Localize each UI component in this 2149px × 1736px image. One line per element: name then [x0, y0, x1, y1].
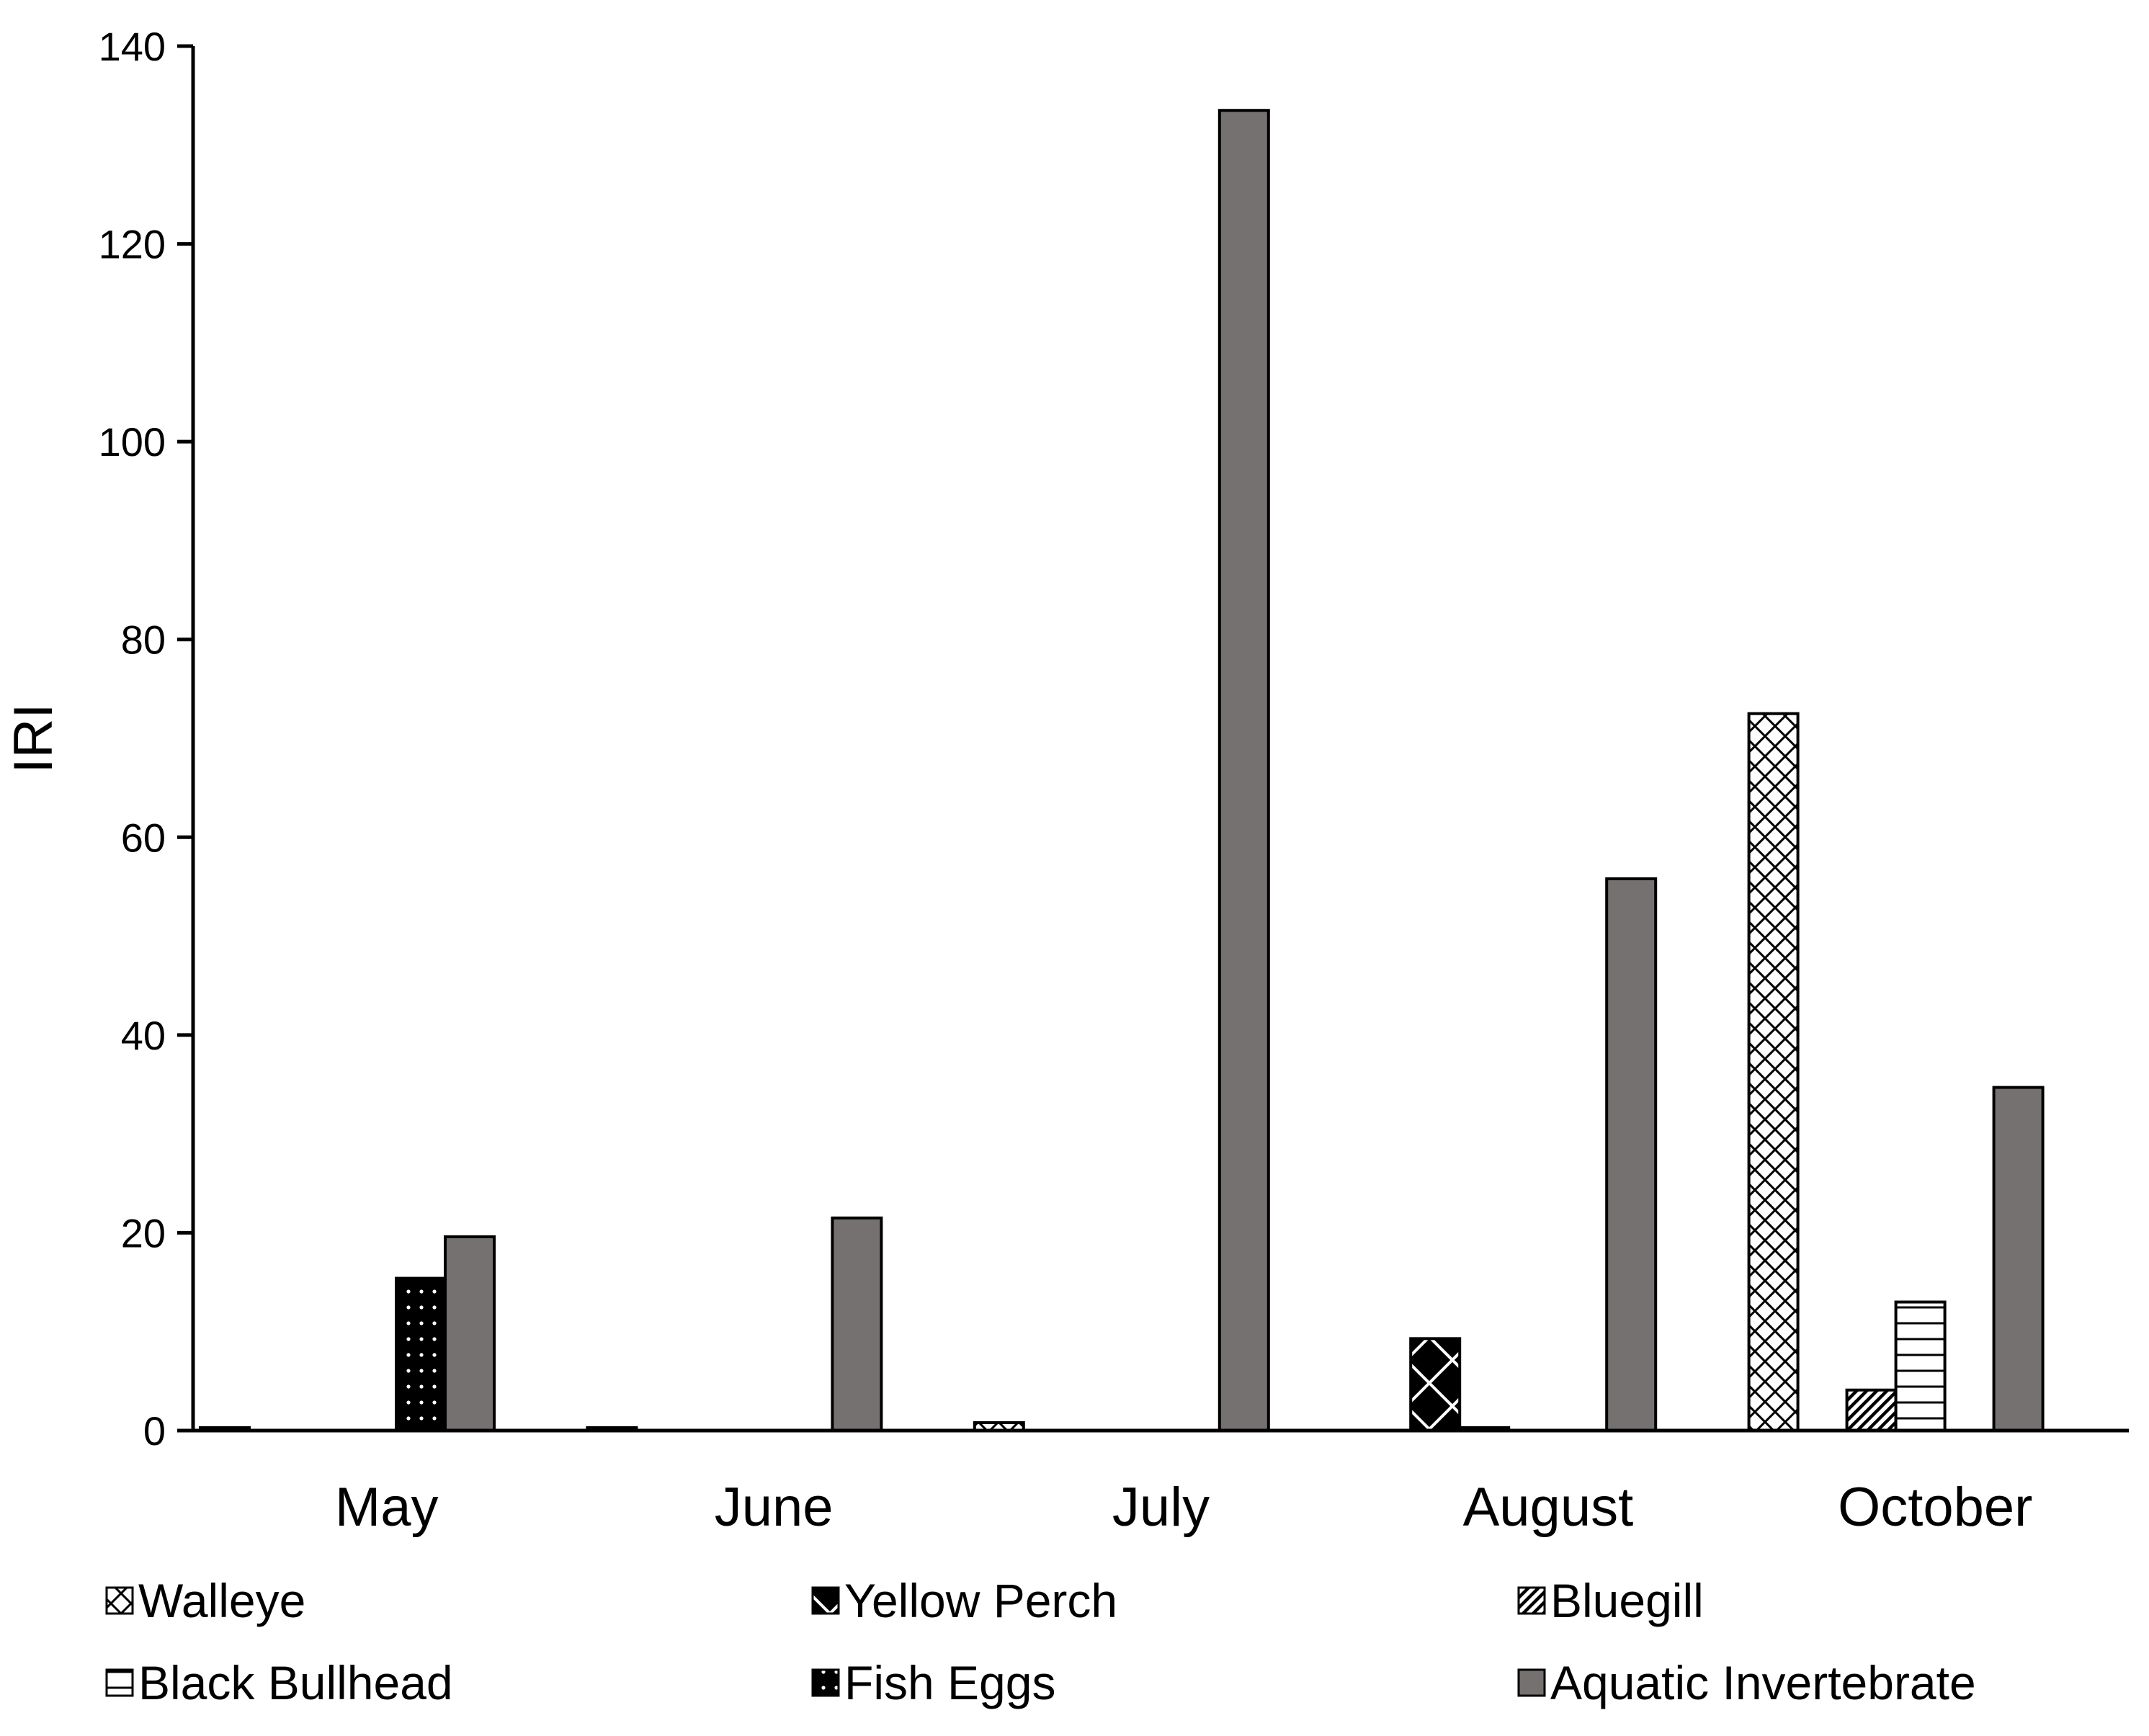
bar-aquatic-invertebrate-october	[1992, 1086, 2045, 1432]
y-tick-label: 0	[143, 1408, 166, 1454]
y-tick-label: 100	[99, 419, 166, 465]
bar-bluegill-october	[1845, 1388, 1898, 1433]
bar-aquatic-invertebrate-august	[1605, 877, 1658, 1432]
legend: Walleye Yellow Perch Bluegill Black Bullhea…	[105, 1574, 1976, 1709]
legend-label-walleye: Walleye	[138, 1574, 305, 1627]
legend-label-bluegill: Bluegill	[1550, 1574, 1704, 1627]
legend-label-fish-eggs: Fish Eggs	[844, 1656, 1055, 1709]
axes-layer	[177, 44, 2129, 1433]
legend-swatch-yellow-perch	[811, 1586, 840, 1615]
legend-label-aquatic-invertebrate: Aquatic Invertebrate	[1550, 1656, 1976, 1709]
bar-black-bullhead-october	[1894, 1300, 1947, 1432]
bar-aquatic-invertebrate-july	[1218, 109, 1270, 1432]
labels-layer: 0 20 40 60 80 100 120 140 May June July August Octob…	[3, 24, 2032, 1538]
bar-fish-eggs-may	[395, 1276, 447, 1432]
bars-layer	[199, 109, 2045, 1433]
y-axis-title: IRI	[3, 703, 64, 773]
x-category-label-october: October	[1838, 1477, 2032, 1538]
legend-swatch-walleye	[105, 1586, 134, 1615]
x-category-label-may: May	[335, 1477, 439, 1538]
legend-label-black-bullhead: Black Bullhead	[138, 1656, 453, 1709]
bar-yellow-perch-august	[1409, 1337, 1462, 1433]
legend-swatch-black-bullhead	[105, 1668, 134, 1697]
bar-aquatic-invertebrate-june	[831, 1216, 883, 1432]
x-category-label-august: August	[1463, 1477, 1634, 1538]
legend-item-aquatic-invertebrate: Aquatic Invertebrate	[1517, 1656, 1976, 1709]
legend-item-yellow-perch: Yellow Perch	[811, 1574, 1117, 1627]
legend-swatch-aquatic-invertebrate	[1517, 1668, 1546, 1697]
bar-walleye-october	[1747, 712, 1800, 1432]
y-tick-label: 140	[99, 24, 166, 69]
legend-item-fish-eggs: Fish Eggs	[811, 1656, 1055, 1709]
x-category-label-july: July	[1112, 1477, 1210, 1538]
y-tick-label: 40	[121, 1013, 166, 1058]
legend-item-walleye: Walleye	[105, 1574, 305, 1627]
legend-item-bluegill: Bluegill	[1517, 1574, 1704, 1627]
legend-item-black-bullhead: Black Bullhead	[105, 1656, 453, 1709]
y-tick-label: 60	[121, 815, 166, 860]
y-tick-label: 20	[121, 1210, 166, 1256]
legend-swatch-bluegill	[1517, 1586, 1546, 1615]
bar-aquatic-invertebrate-may	[444, 1235, 496, 1433]
legend-swatch-fish-eggs	[811, 1668, 840, 1697]
x-category-label-june: June	[715, 1477, 834, 1538]
y-tick-label: 120	[99, 222, 166, 267]
y-tick-label: 80	[121, 617, 166, 663]
legend-label-yellow-perch: Yellow Perch	[844, 1574, 1117, 1627]
